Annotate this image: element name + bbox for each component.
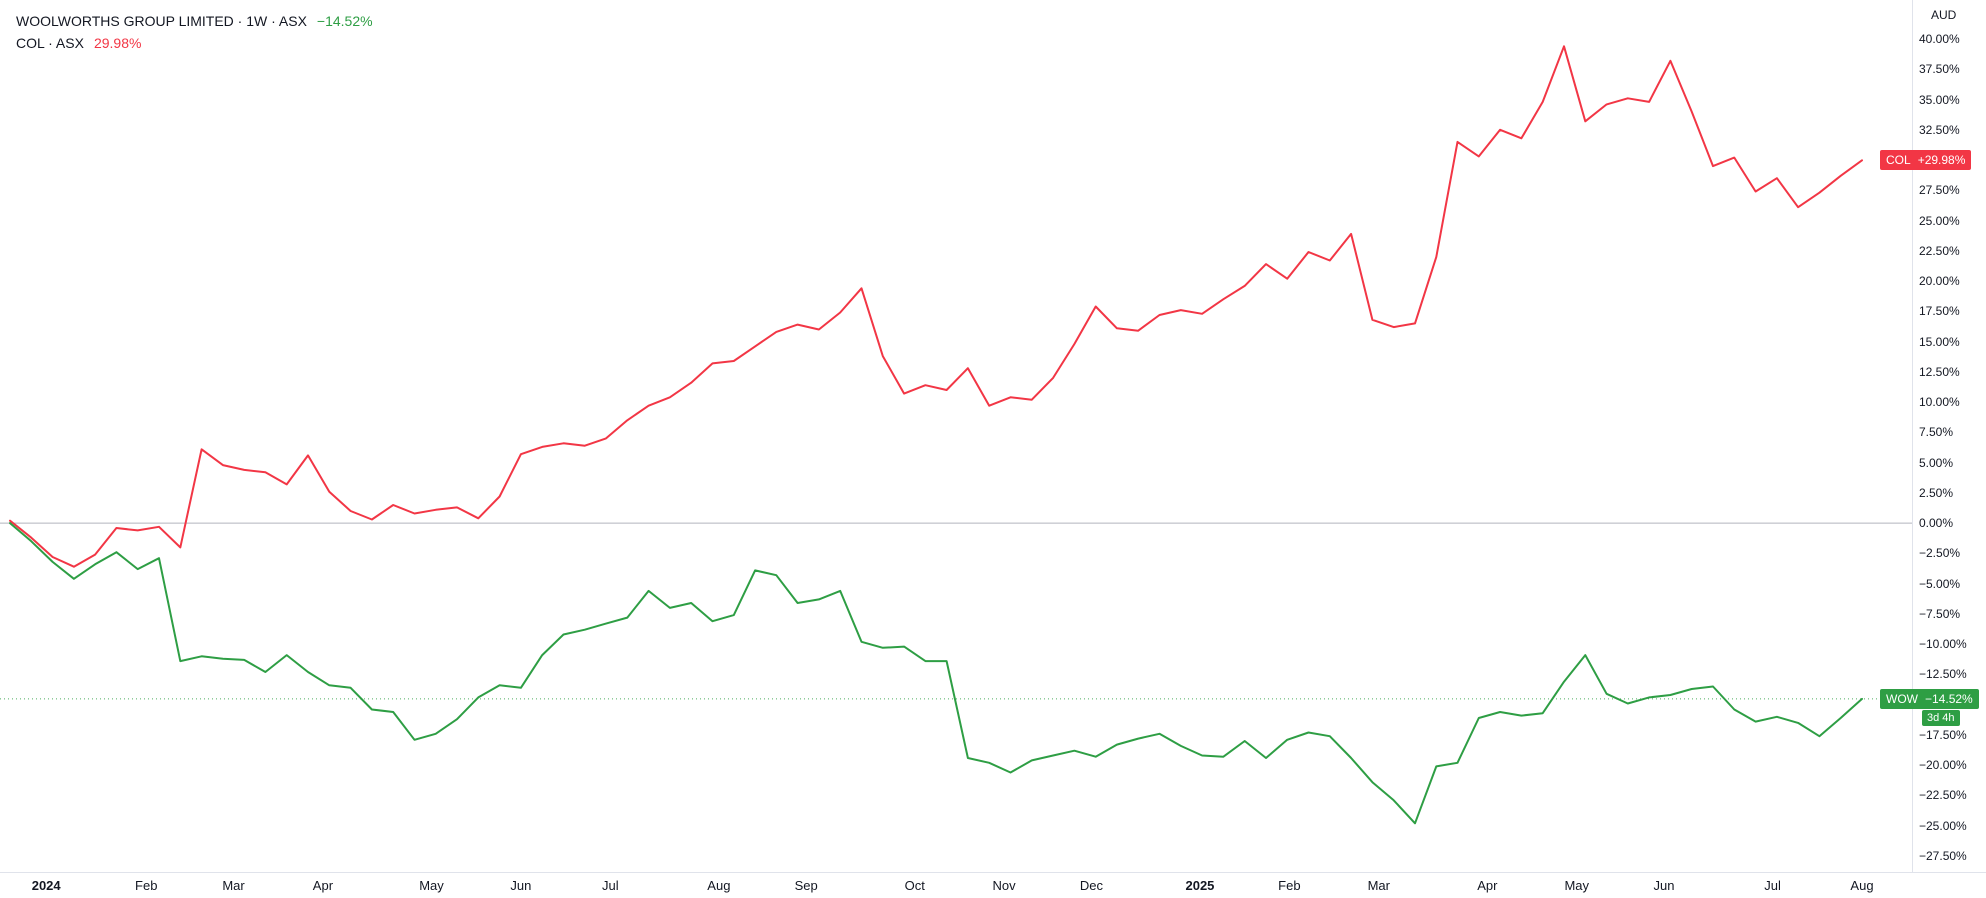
x-axis-label: Apr bbox=[312, 878, 334, 893]
y-axis-label: 35.00% bbox=[1919, 92, 1960, 107]
x-axis-label: Mar bbox=[222, 878, 245, 893]
price-axis[interactable]: AUD 40.00%37.50%35.00%32.50%30.00%27.50%… bbox=[1913, 0, 1986, 872]
main-series-change: −14.52% bbox=[316, 13, 373, 29]
y-axis-label: 10.00% bbox=[1919, 395, 1960, 410]
x-axis-label: Dec bbox=[1079, 878, 1103, 893]
y-axis-label: 37.50% bbox=[1919, 62, 1960, 77]
y-axis-label: −20.00% bbox=[1919, 758, 1967, 773]
x-axis-label: 2024 bbox=[31, 878, 61, 893]
y-axis-label: 15.00% bbox=[1919, 334, 1960, 349]
wow-badge-symbol: WOW bbox=[1886, 691, 1918, 706]
x-axis-label: May bbox=[1564, 878, 1590, 893]
currency-label: AUD bbox=[1931, 8, 1957, 22]
x-axis-label: Sep bbox=[794, 878, 818, 893]
y-axis-label: −27.50% bbox=[1919, 849, 1967, 863]
x-axis-label: Jul bbox=[601, 878, 619, 893]
x-axis-label: Aug bbox=[707, 878, 731, 893]
y-axis-label: 20.00% bbox=[1919, 274, 1960, 289]
y-axis-label: 5.00% bbox=[1919, 455, 1954, 470]
y-axis-label: 7.50% bbox=[1919, 425, 1954, 440]
y-axis-label: −10.00% bbox=[1919, 637, 1967, 652]
y-axis-label: 2.50% bbox=[1919, 485, 1954, 500]
x-axis-label: 2025 bbox=[1185, 878, 1215, 893]
x-axis-label: Mar bbox=[1367, 878, 1390, 893]
x-axis-label: Apr bbox=[1477, 878, 1498, 893]
compare-series-change: 29.98% bbox=[93, 35, 142, 51]
y-axis-label: −25.00% bbox=[1919, 818, 1967, 833]
y-axis-label: −2.50% bbox=[1919, 546, 1961, 561]
legend-main-series[interactable]: WOOLWORTHS GROUP LIMITED · 1W · ASX −14.… bbox=[16, 10, 373, 32]
col-badge-value: +29.98% bbox=[1917, 153, 1966, 168]
y-axis-label: 12.50% bbox=[1919, 364, 1960, 379]
y-axis-label: −12.50% bbox=[1919, 667, 1967, 682]
chart-canvas[interactable] bbox=[0, 0, 1912, 872]
main-series-title: WOOLWORTHS GROUP LIMITED · 1W · ASX bbox=[16, 13, 307, 29]
series-line-col[interactable] bbox=[9, 45, 1863, 568]
y-axis-label: −22.50% bbox=[1919, 788, 1967, 803]
y-axis-label: 27.50% bbox=[1919, 183, 1960, 198]
y-axis-label: 17.50% bbox=[1919, 304, 1960, 319]
legend: WOOLWORTHS GROUP LIMITED · 1W · ASX −14.… bbox=[16, 10, 373, 54]
x-axis-label: Feb bbox=[135, 878, 158, 893]
series-line-wow[interactable] bbox=[9, 522, 1863, 825]
legend-compare-series[interactable]: COL · ASX 29.98% bbox=[16, 32, 373, 54]
x-axis-label: Feb bbox=[1278, 878, 1301, 893]
price-axis-separator bbox=[1912, 0, 1913, 872]
x-axis-label: May bbox=[419, 878, 444, 893]
x-axis-label: Nov bbox=[992, 878, 1016, 893]
x-axis-label: Jun bbox=[510, 878, 532, 893]
compare-series-title: COL · ASX bbox=[16, 35, 84, 51]
x-axis-label: Oct bbox=[904, 878, 925, 893]
time-axis-separator bbox=[0, 872, 1986, 873]
col-badge-symbol: COL bbox=[1886, 153, 1911, 168]
y-axis-label: 32.50% bbox=[1919, 122, 1960, 137]
time-axis[interactable]: 2024 Feb Mar Apr May Jun Jul Aug Sep Oct Nov Dec 202… bbox=[0, 873, 1912, 898]
col-price-badge[interactable]: COL +29.98% bbox=[1880, 150, 1972, 171]
y-axis-label: 40.00% bbox=[1919, 32, 1960, 46]
wow-badge-value: −14.52% bbox=[1925, 691, 1973, 706]
x-axis-label: Aug bbox=[1850, 878, 1874, 893]
y-axis-label: 0.00% bbox=[1919, 516, 1954, 531]
y-axis-label: −5.00% bbox=[1919, 576, 1961, 591]
y-axis-label: −17.50% bbox=[1919, 727, 1967, 742]
y-axis-label: −7.50% bbox=[1919, 606, 1961, 621]
wow-countdown-badge: 3d 4h bbox=[1922, 709, 1960, 726]
y-axis-label: 25.00% bbox=[1919, 213, 1960, 228]
x-axis-label: Jul bbox=[1764, 878, 1781, 893]
x-axis-label: Jun bbox=[1653, 878, 1675, 893]
y-axis-label: 22.50% bbox=[1919, 243, 1960, 258]
wow-price-badge[interactable]: WOW −14.52% bbox=[1880, 688, 1979, 709]
